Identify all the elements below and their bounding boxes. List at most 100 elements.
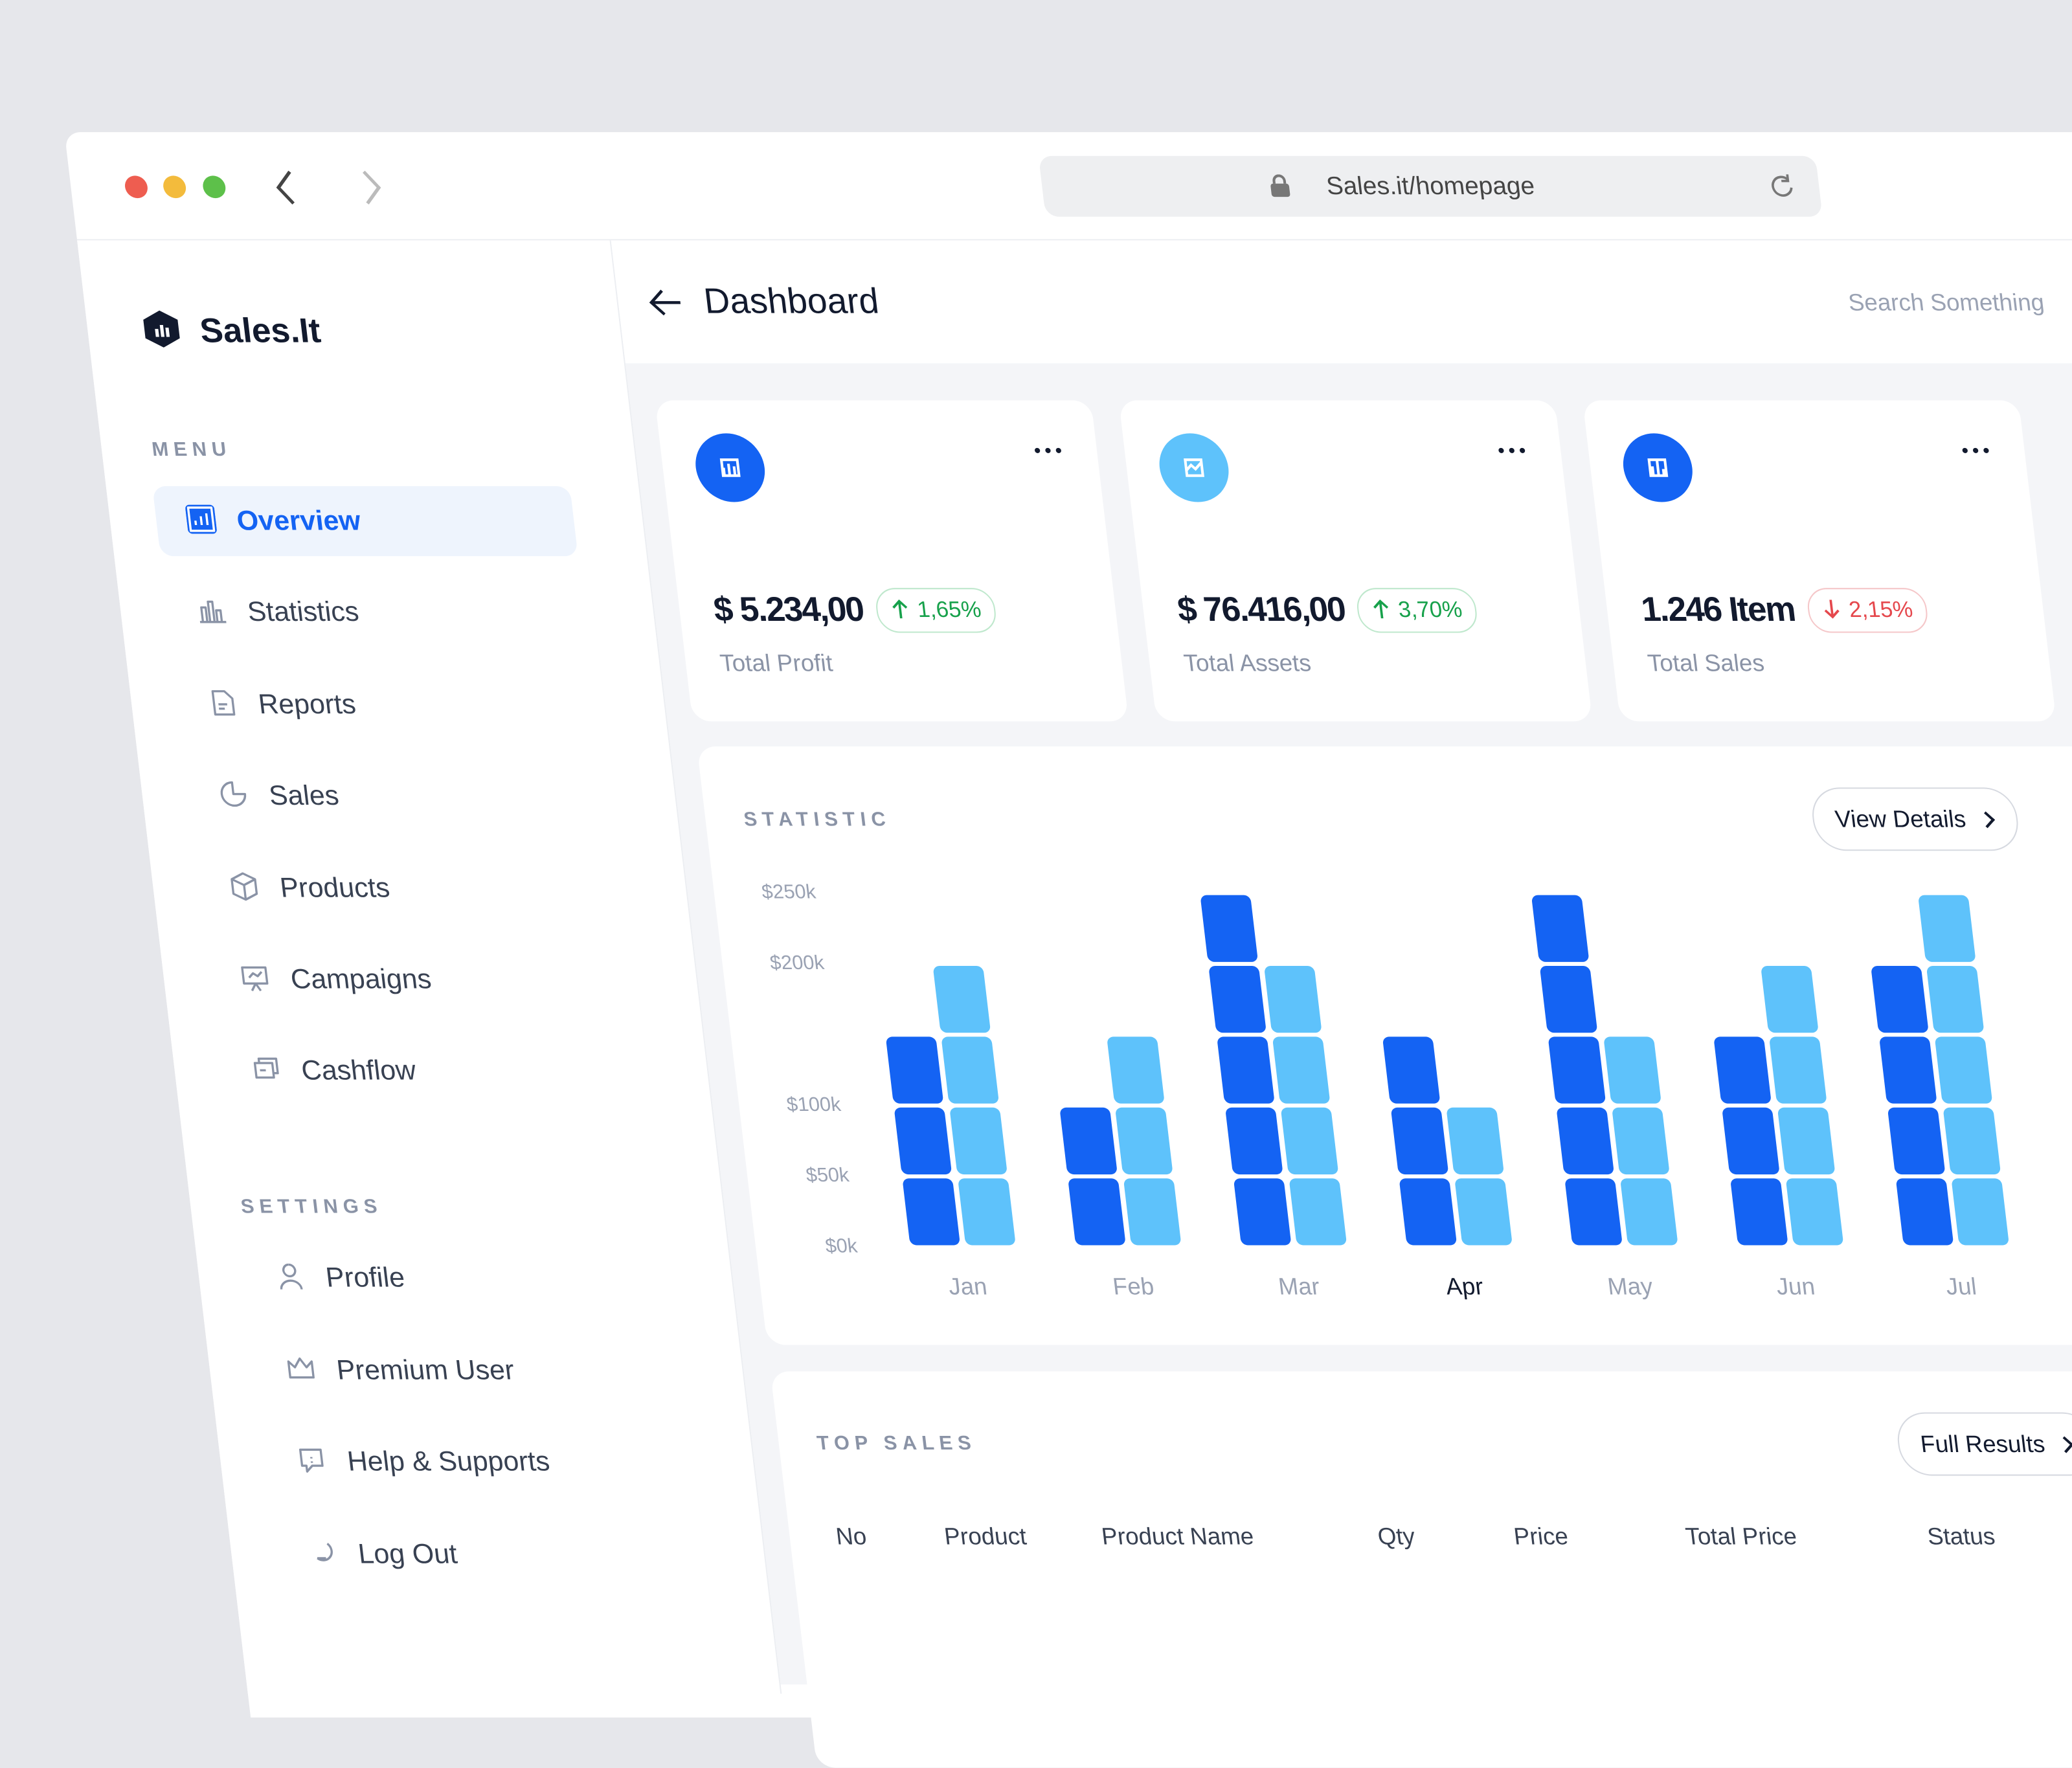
icon-path [211, 689, 236, 715]
nav-item[interactable]: Statistics [163, 578, 589, 648]
menu-dots[interactable] [1033, 445, 1063, 456]
nav-item[interactable]: Cashflow [217, 1036, 643, 1106]
chart: $250k $200k $100k $50k $0k Jan Feb Mar Apr May Jun… [760, 880, 2009, 1300]
x-tick-label: Jan [947, 1273, 989, 1300]
y-tick-label: $200k [769, 951, 826, 974]
bar-block [1777, 1107, 1835, 1175]
nav-item[interactable]: Premium User [252, 1335, 678, 1405]
bar [886, 1036, 960, 1246]
bar-block [1604, 1036, 1661, 1104]
icon-path [199, 601, 227, 624]
dots [1035, 447, 1061, 453]
card-icon [1619, 433, 1696, 502]
bar-block [1540, 966, 1597, 1033]
nav-item[interactable]: Campaigns [206, 945, 632, 1014]
menu-dots[interactable] [1496, 445, 1527, 456]
column-header: No [834, 1523, 868, 1550]
bar-block [1731, 1178, 1788, 1246]
bar-block [1880, 1036, 1937, 1104]
brand-name: Sales.It [197, 310, 323, 350]
bar-block [1455, 1178, 1512, 1246]
bar-block [1557, 1107, 1614, 1175]
bar [1447, 1107, 1512, 1246]
nav-icon [253, 1058, 279, 1079]
column-header: Product [943, 1523, 1028, 1550]
y-tick-label: $50k [805, 1163, 851, 1186]
icon-path [220, 781, 247, 807]
nav-item[interactable]: Reports [174, 669, 600, 739]
stat-card: $ 76.416,00 3,70% Total Assets [1118, 400, 1593, 722]
bar-block [1123, 1178, 1181, 1246]
bar [1761, 966, 1843, 1246]
bar [1871, 966, 1954, 1246]
page-title: Dashboard [701, 281, 881, 321]
nav-icon [231, 871, 258, 901]
card-label: Total Assets [1182, 650, 1312, 677]
settings-heading: SETTINGS [240, 1195, 384, 1218]
arrow [1373, 599, 1389, 619]
nav-label: Premium User [335, 1354, 516, 1385]
bar-block [1722, 1107, 1779, 1175]
nav-item[interactable]: Products [196, 853, 622, 923]
bar-block [950, 1107, 1007, 1175]
nav-item[interactable]: Profile [242, 1243, 668, 1313]
address-bar[interactable]: Sales.it/homepage [1038, 155, 1823, 217]
bar-block [1887, 1107, 1945, 1175]
top-sales-card: TOP SALES Full Results [770, 1371, 2072, 1768]
icon-path [1184, 458, 1205, 477]
dot [1983, 447, 1989, 453]
y-tick-label: $0k [824, 1235, 859, 1257]
nav-item[interactable]: Sales [185, 761, 611, 831]
bar [1531, 895, 1622, 1246]
reload-icon[interactable] [1767, 173, 1797, 199]
bar-block [1770, 1036, 1827, 1104]
bar-block [1107, 1036, 1164, 1104]
icon-path [298, 1448, 324, 1473]
bar-block [1068, 1178, 1125, 1246]
bar-block [1391, 1107, 1448, 1175]
stat-card: 1.246 Item 2,15% Total Sales [1582, 400, 2056, 722]
icon-path [253, 1058, 279, 1079]
stat-card: $ 5.234,00 1,65% Total Profit [655, 400, 1129, 722]
change-badge: 1,65% [873, 588, 998, 633]
card-icon [692, 433, 769, 502]
card-value: 1.246 Item [1639, 589, 1797, 629]
bar-block [1548, 1036, 1606, 1104]
dot [1962, 447, 1968, 453]
bar [1604, 1036, 1678, 1246]
nav-label: Log Out [356, 1538, 459, 1569]
arrow [1824, 599, 1840, 619]
bar-block [1926, 966, 1984, 1033]
dots [1962, 447, 1989, 453]
trend-arrow [1373, 599, 1389, 619]
nav-item[interactable]: Help & Supports [263, 1427, 689, 1497]
bar-block [1200, 895, 1257, 962]
dot [1509, 447, 1515, 453]
dot [1035, 447, 1041, 453]
nav-item[interactable]: Overview [152, 486, 578, 557]
menu-dots[interactable] [1961, 445, 1991, 456]
nav-label: Reports [256, 689, 358, 720]
search-input[interactable]: Search Something [1847, 289, 2046, 316]
card-icon-glyph [1184, 458, 1205, 477]
x-tick-label: May [1606, 1273, 1654, 1300]
url: Sales.it/homepage [1325, 173, 1537, 201]
dot [1055, 447, 1061, 453]
full-results-button[interactable]: Full Results [1894, 1412, 2072, 1476]
icon-path [241, 966, 269, 992]
bar-block [1217, 1036, 1274, 1104]
chart-card: STATISTIC View Details $250k $200k $100k $5… [697, 746, 2072, 1345]
top-sales-title: TOP SALES [815, 1432, 978, 1455]
change-badge: 3,70% [1355, 588, 1480, 633]
bar-block [1919, 895, 1976, 962]
bar-block [1226, 1107, 1283, 1175]
bar-block [1531, 895, 1589, 962]
back-button[interactable] [647, 288, 684, 317]
icon-path [317, 1542, 333, 1561]
bar-block [1399, 1178, 1457, 1246]
bar-block [1209, 966, 1266, 1033]
icon-path [280, 1263, 303, 1290]
nav-arrows[interactable] [271, 169, 394, 206]
bar [1714, 1036, 1788, 1246]
card-value: $ 5.234,00 [711, 589, 866, 629]
